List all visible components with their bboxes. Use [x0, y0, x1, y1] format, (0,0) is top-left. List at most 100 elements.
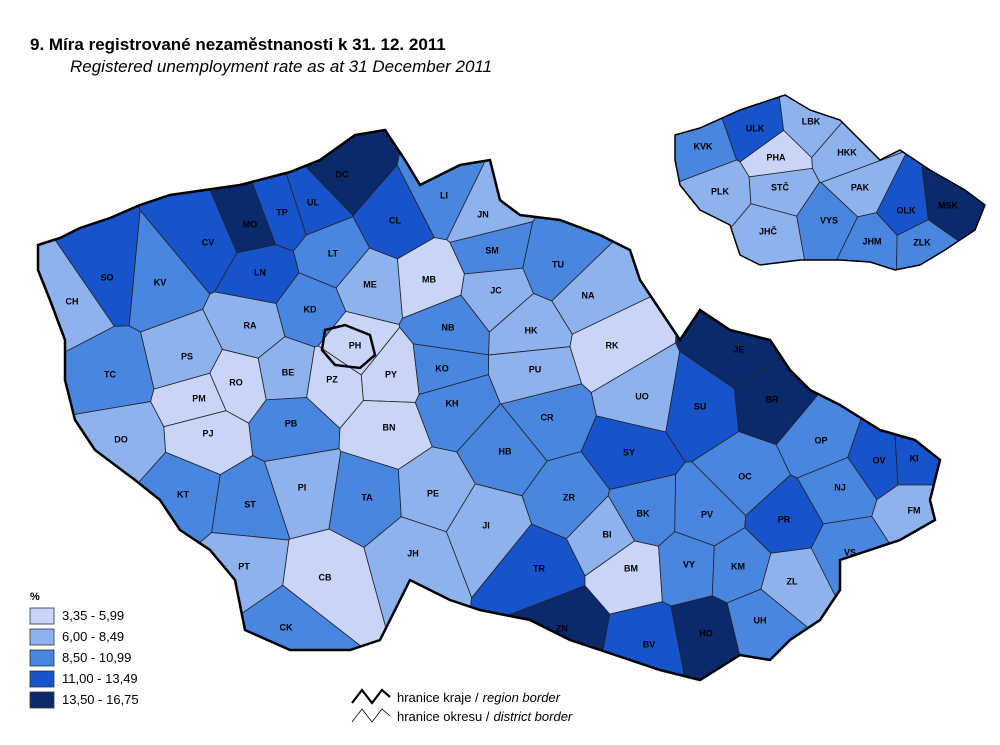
district-label: JH — [407, 548, 419, 558]
title: 9. Míra registrované nezaměstnanosti k 3… — [30, 35, 446, 54]
border-legend-label: hranice okresu / district border — [397, 709, 573, 724]
legend-swatch — [29, 649, 55, 667]
subtitle: Registered unemployment rate as at 31 De… — [70, 57, 492, 76]
district-label: SO — [100, 272, 113, 282]
region-border-icon — [351, 688, 391, 705]
district-label: KI — [910, 453, 919, 463]
district-label: CH — [66, 296, 79, 306]
legend-label: 11,00 - 13,49 — [62, 671, 138, 686]
district-label: BR — [766, 394, 779, 404]
region-label: OLK — [897, 205, 916, 215]
inset-border — [674, 94, 986, 271]
region-label: VYS — [820, 215, 838, 225]
district-label: ME — [363, 279, 377, 289]
region-label: PHA — [766, 152, 786, 162]
district-label: HB — [499, 446, 512, 456]
legend: 3,35 - 5,99 6,00 - 8,49 8,50 - 10,99 11,00 … — [29, 607, 139, 709]
border-legend-en: district border — [494, 709, 573, 724]
district-label: KV — [154, 277, 167, 287]
district-label: TA — [361, 492, 373, 502]
district-label: MO — [243, 219, 258, 229]
district-label: KH — [446, 398, 459, 408]
legend-swatch — [29, 670, 55, 688]
region-label: STČ — [771, 181, 790, 192]
district-label: NJ — [834, 482, 846, 492]
district — [810, 515, 940, 680]
district-label: ZN — [556, 623, 568, 633]
district-label: RA — [244, 320, 257, 330]
district-label: PU — [529, 364, 542, 374]
district-label: PI — [298, 482, 307, 492]
district-label: OP — [814, 435, 827, 445]
legend-swatch — [29, 607, 55, 625]
district-label: CL — [389, 215, 401, 225]
district-label: ZR — [563, 492, 575, 502]
district-label: KT — [177, 489, 189, 499]
district-label: PT — [238, 561, 250, 571]
legend-title: % — [30, 591, 40, 603]
district-label: CB — [319, 572, 332, 582]
district-label: BI — [603, 529, 612, 539]
district-label: PH — [349, 340, 362, 350]
district-label: DC — [336, 169, 349, 179]
region-layer — [675, 95, 985, 270]
district-label: VY — [683, 559, 695, 569]
district-label: JC — [490, 285, 502, 295]
district-label: TR — [533, 563, 545, 573]
district-label: KO — [435, 363, 449, 373]
country-border — [36, 128, 942, 682]
region-label: HKK — [837, 147, 857, 157]
district-label: SU — [694, 401, 707, 411]
district-label: BV — [643, 639, 656, 649]
district-label: JI — [482, 520, 490, 530]
border-legend-cz: hranice kraje / — [397, 690, 479, 705]
legend-label: 13,50 - 16,75 — [62, 692, 139, 707]
region-label: LBK — [802, 116, 821, 126]
legend-label: 3,35 - 5,99 — [62, 608, 124, 623]
district — [38, 401, 166, 640]
region — [678, 203, 811, 270]
region-label: ULK — [746, 123, 765, 133]
district-label: HK — [525, 325, 538, 335]
district-label: PB — [285, 418, 298, 428]
district-label: CV — [202, 237, 215, 247]
district-label: TU — [552, 259, 564, 269]
district-label: DO — [114, 434, 128, 444]
district-label: LI — [440, 190, 448, 200]
label-layer: CH SO KV CV MO TP UL DC CL LI JN SM LT LN ME MB JC TU NA RA… — [66, 116, 959, 649]
region-label: JHM — [862, 236, 881, 246]
legend-swatch — [29, 691, 55, 709]
district-label: BM — [624, 563, 638, 573]
district-label: UH — [754, 615, 767, 625]
district-label: VS — [844, 547, 856, 557]
district-label: KD — [304, 304, 317, 314]
district-label: PJ — [202, 428, 213, 438]
district — [871, 484, 940, 680]
district-label: BE — [282, 367, 295, 377]
district-label: SY — [623, 447, 635, 457]
district-label: BN — [383, 422, 396, 432]
border-legend-en: region border — [483, 690, 561, 705]
region-label: MSK — [938, 200, 959, 210]
district-label: SM — [485, 245, 499, 255]
district-label: HO — [699, 628, 713, 638]
district-label: TC — [104, 369, 116, 379]
district-label: UL — [307, 197, 319, 207]
legend-swatch — [29, 628, 55, 646]
district-label: JE — [733, 344, 744, 354]
region-label: KVK — [693, 141, 713, 151]
district-label: RO — [229, 377, 243, 387]
region-label: PAK — [851, 182, 870, 192]
district-label: PM — [192, 393, 206, 403]
district-label: KM — [731, 561, 745, 571]
prague-border — [320, 323, 377, 370]
district-label: LT — [328, 248, 339, 258]
border-legend: hranice kraje / region border hranice okre… — [397, 690, 573, 724]
district-border-icon — [351, 708, 391, 723]
district-label: JN — [477, 209, 489, 219]
district-label: NB — [442, 322, 455, 332]
district-label: OV — [872, 455, 885, 465]
district-label: CK — [280, 622, 293, 632]
region-label: ZLK — [913, 237, 931, 247]
